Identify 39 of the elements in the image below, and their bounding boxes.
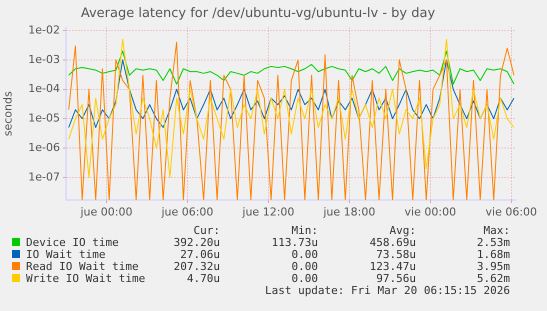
y-tick-label: 1e-07 — [28, 170, 60, 184]
text: Cur: — [194, 224, 220, 237]
text: 27.06u — [180, 248, 220, 261]
y-tick-label: 1e-06 — [28, 140, 60, 154]
text: 0.00 — [292, 272, 318, 285]
text: 113.73u — [272, 236, 318, 249]
text: Max: — [484, 224, 510, 237]
x-tick-label: jue 06:00 — [160, 205, 214, 218]
legend-label: Read IO Wait time — [26, 260, 139, 273]
text: 458.69u — [370, 236, 416, 249]
x-tick-label: vie 06:00 — [486, 205, 538, 218]
y-tick-label: 1e-03 — [28, 52, 60, 66]
text: 0.00 — [292, 248, 318, 261]
text: 123.47u — [370, 260, 416, 273]
x-tick-label: jue 12:00 — [241, 205, 294, 218]
text: 5.62m — [476, 272, 510, 285]
text: Avg: — [390, 224, 416, 237]
text: 3.95m — [476, 260, 510, 273]
legend-label: Write IO Wait time — [26, 272, 146, 285]
text: 0.00 — [292, 260, 318, 273]
x-tick-label: jue 18:00 — [322, 205, 376, 218]
y-tick-label: 1e-05 — [28, 112, 60, 125]
chart-title: Average latency for /dev/ubuntu-vg/ubuntu-lv - by day — [80, 6, 436, 22]
text: 207.32u — [174, 260, 220, 273]
x-tick-label: vie 00:00 — [404, 205, 456, 218]
text: 392.20u — [174, 236, 220, 249]
y-axis-title: seconds — [1, 91, 14, 136]
text: Min: — [292, 224, 318, 237]
x-tick-label: jue 00:00 — [79, 205, 132, 218]
text: 2.53m — [476, 236, 510, 249]
text: 73.58u — [376, 248, 416, 261]
y-tick-label: 1e-02 — [28, 23, 60, 36]
text: 1.68m — [476, 248, 510, 261]
text: Last update: Fri Mar 20 06:15:15 2026 — [264, 284, 510, 297]
legend-label: Device IO time — [26, 236, 119, 249]
text: 97.56u — [376, 272, 416, 285]
y-tick-label: 1e-04 — [28, 82, 60, 96]
legend-label: IO Wait time — [26, 248, 106, 261]
text: 4.70u — [186, 272, 220, 285]
